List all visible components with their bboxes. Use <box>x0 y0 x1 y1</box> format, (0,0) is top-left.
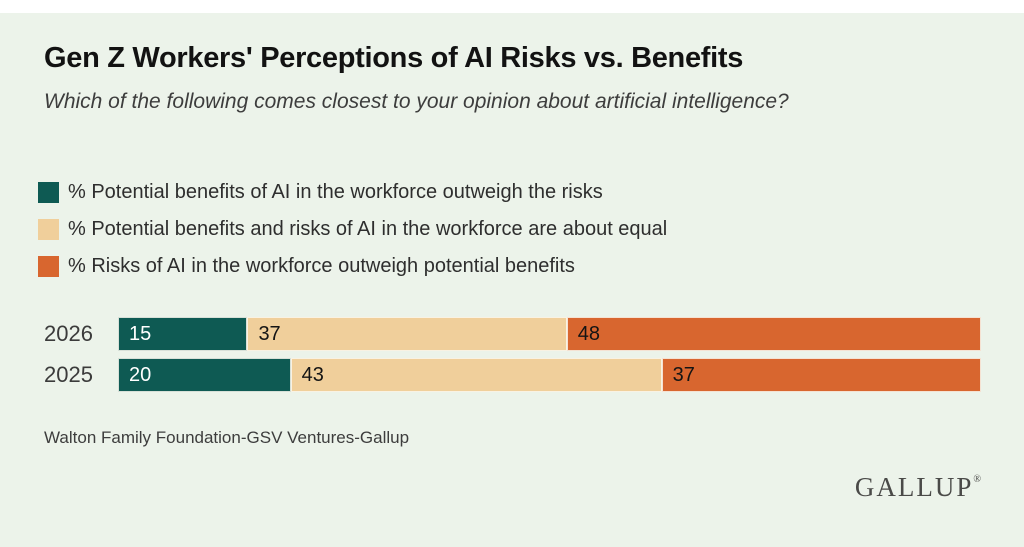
legend-item: % Potential benefits and risks of AI in … <box>38 218 667 240</box>
bar-value-label: 48 <box>577 322 600 345</box>
bar-value-label: 37 <box>258 322 281 345</box>
bar-chart: 2026 15 37 48 2025 20 43 37 <box>44 317 981 399</box>
category-label: 2026 <box>44 321 93 346</box>
bar-segment: 37 <box>247 317 567 351</box>
bar-segment: 48 <box>566 317 981 351</box>
bar-segment: 15 <box>118 317 248 351</box>
chart-subtitle: Which of the following comes closest to … <box>44 90 789 113</box>
bar-value-label: 15 <box>129 322 152 345</box>
bar-segment: 20 <box>118 358 291 392</box>
page-title: Gen Z Workers' Perceptions of AI Risks v… <box>44 42 744 74</box>
legend-swatch-icon <box>38 255 59 277</box>
bar-track: 15 37 48 <box>118 317 981 351</box>
top-white-strip <box>0 0 1024 13</box>
source-note: Walton Family Foundation-GSV Ventures-Ga… <box>44 428 410 447</box>
bar-segment: 43 <box>290 358 662 392</box>
registered-trademark-symbol: ® <box>973 474 981 485</box>
legend: % Potential benefits of AI in the workfo… <box>38 181 667 292</box>
legend-item: % Potential benefits of AI in the workfo… <box>38 181 667 203</box>
legend-swatch-icon <box>38 218 59 240</box>
bar-value-label: 43 <box>301 363 324 386</box>
bar-track: 20 43 37 <box>118 358 981 392</box>
bar-value-label: 20 <box>129 363 152 386</box>
legend-label: % Potential benefits and risks of AI in … <box>68 217 668 240</box>
legend-label: % Risks of AI in the workforce outweigh … <box>68 254 575 277</box>
bar-row: 2025 20 43 37 <box>44 358 981 392</box>
gallup-logo-text: GALLUP <box>854 472 974 502</box>
category-label: 2025 <box>44 362 93 387</box>
gallup-logo: GALLUP® <box>855 472 981 503</box>
legend-item: % Risks of AI in the workforce outweigh … <box>38 255 667 277</box>
legend-swatch-icon <box>38 181 59 203</box>
legend-label: % Potential benefits of AI in the workfo… <box>68 180 603 203</box>
bar-segment: 37 <box>661 358 981 392</box>
bar-row: 2026 15 37 48 <box>44 317 981 351</box>
bar-value-label: 37 <box>672 363 695 386</box>
